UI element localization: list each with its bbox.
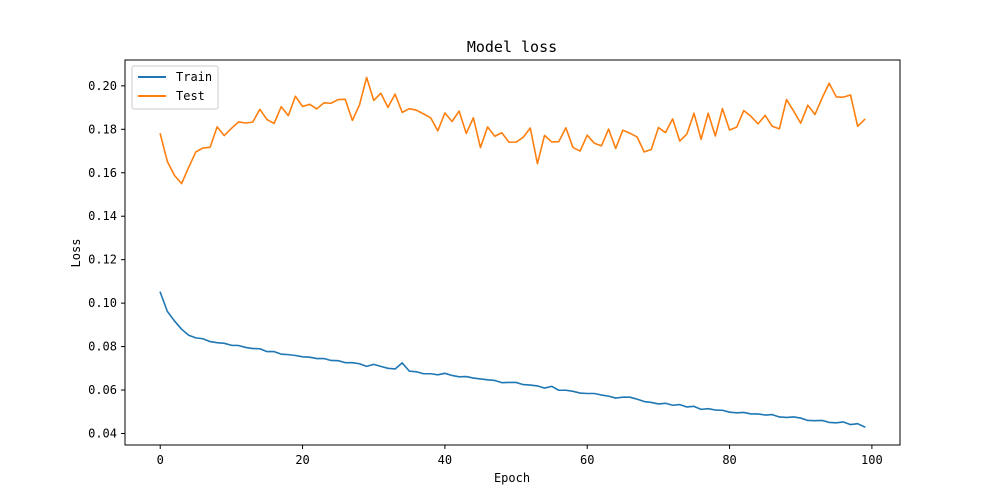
y-axis-ticks: 0.04 0.06 0.08 0.10 0.12 0.14 0.16 0.18 0.20 [88,79,125,440]
x-tick-label: 80 [722,453,736,467]
chart-title: Model loss [467,38,557,56]
x-tick-label: 20 [295,453,309,467]
x-tick-label: 60 [580,453,594,467]
y-tick-label: 0.12 [88,253,117,267]
y-tick-label: 0.18 [88,122,117,136]
y-axis-label: Loss [69,239,83,268]
plot-frame [124,59,901,446]
series-line-train [159,291,866,428]
x-tick-label: 100 [861,453,883,467]
legend-test-label: Test [176,89,205,103]
y-tick-label: 0.14 [88,209,117,223]
x-tick-label: 0 [157,453,164,467]
x-axis-label: Epoch [494,471,530,485]
legend: Train Test [131,65,219,110]
x-tick-label: 40 [438,453,452,467]
x-axis-ticks: 0 20 40 60 80 100 [157,445,883,467]
legend-train-label: Train [176,70,212,84]
y-tick-label: 0.06 [88,383,117,397]
y-tick-label: 0.20 [88,79,117,93]
y-tick-label: 0.04 [88,426,117,440]
y-tick-label: 0.10 [88,296,117,310]
series-line-test [159,76,866,185]
series-lines [159,76,866,428]
y-tick-label: 0.16 [88,166,117,180]
y-tick-label: 0.08 [88,340,117,354]
plot-area-background [125,60,900,445]
